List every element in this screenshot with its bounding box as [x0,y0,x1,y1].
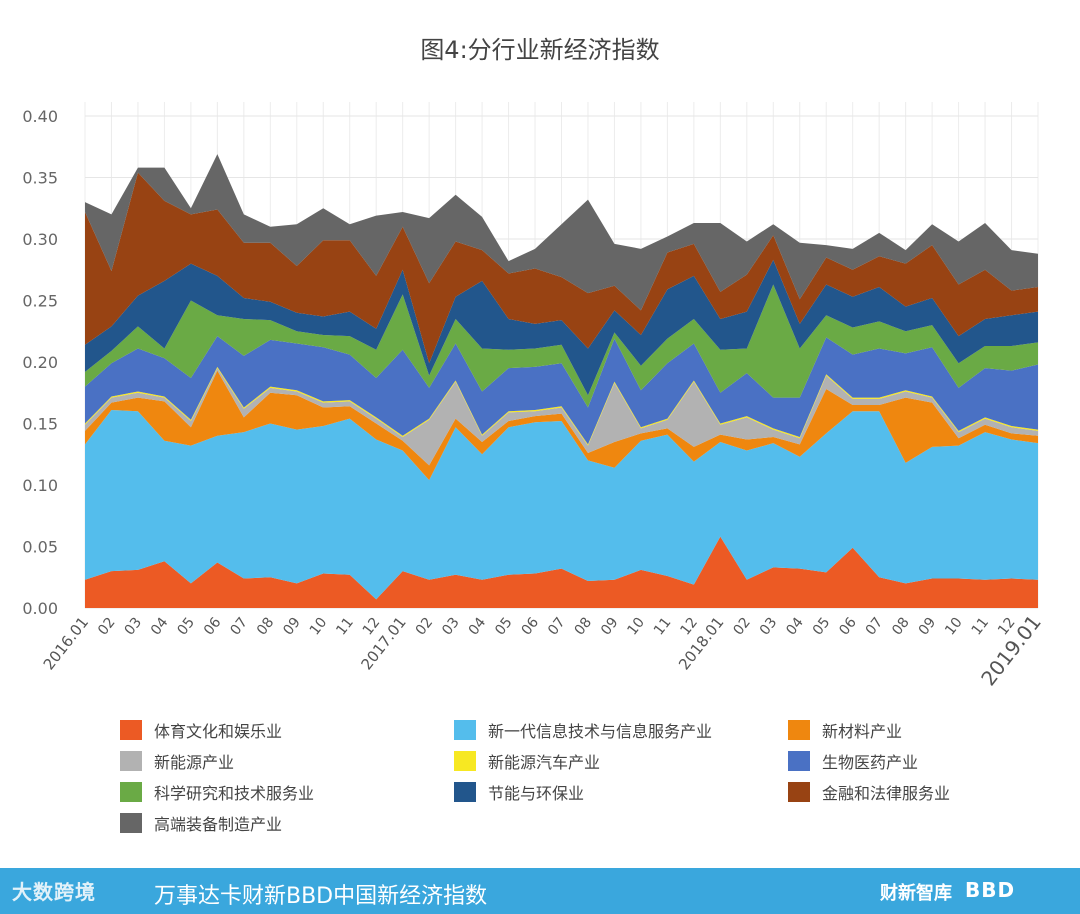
y-tick-label: 0.35 [22,169,58,188]
x-tick-label: 06 [836,615,860,639]
x-tick-label: 04 [783,615,807,639]
x-tick-label: 10 [942,615,966,639]
x-tick-label: 05 [810,615,834,639]
legend-item: 金融和法律服务业 [788,780,950,804]
y-tick-label: 0.00 [22,599,58,618]
x-tick-label: 09 [280,615,304,639]
legend-label: 体育文化和娱乐业 [154,722,283,741]
legend-swatch [454,751,476,771]
footer-title: 万事达卡财新BBD中国新经济指数 [154,884,488,909]
x-tick-label: 11 [969,615,993,639]
legend-item: 新一代信息技术与信息服务产业 [454,718,712,742]
area-series [85,368,1038,466]
legend-item: 高端装备制造产业 [120,811,282,835]
y-tick-label: 0.05 [22,538,58,557]
x-tick-label: 07 [863,615,887,639]
x-tick-label: 09 [598,615,622,639]
legend-label: 新材料产业 [822,722,903,741]
chart-canvas: 0.00 0.05 0.10 0.15 0.20 0.25 0.30 0.35 0.40 2016… [22,102,1046,690]
x-tick-label: 06 [201,615,225,639]
x-tick-label: 10 [624,615,648,639]
legend-label: 新能源产业 [154,753,235,772]
x-tick-label: 05 [174,615,198,639]
stacked-areas [85,154,1038,608]
legend-item: 节能与环保业 [454,780,584,804]
x-tick-label: 03 [439,615,463,639]
legend-item: 新能源产业 [120,749,234,773]
legend-swatch [120,782,142,802]
legend-swatch [120,720,142,740]
legend-swatch [120,751,142,771]
footer-banner: 大数跨境 万事达卡财新BBD中国新经济指数 财新智库 BBD [0,868,1080,914]
legend-item: 新材料产业 [788,718,902,742]
legend-swatch [788,751,810,771]
legend-label: 新能源汽车产业 [488,753,601,772]
x-tick-label: 08 [889,615,913,639]
legend-swatch [788,782,810,802]
x-tick-label: 04 [148,615,172,639]
area-series [85,366,1038,446]
x-tick-label: 11 [651,615,675,639]
chart-title: 图4:分行业新经济指数 [420,36,660,64]
legend-swatch [454,782,476,802]
area-series [85,259,1038,396]
legend-label: 金融和法律服务业 [822,784,951,803]
area-series [85,154,1038,311]
x-tick-label: 08 [572,615,596,639]
x-tick-label: 07 [545,615,569,639]
x-tick-label: 10 [307,615,331,639]
y-tick-label: 0.25 [22,292,58,311]
y-tick-label: 0.20 [22,353,58,372]
legend-label: 科学研究和技术服务业 [154,784,315,803]
legend-swatch [788,720,810,740]
area-series [85,370,1038,481]
legend-item: 科学研究和技术服务业 [120,780,314,804]
x-tick-label: 02 [730,615,754,639]
watermark: 大数跨境 [12,880,96,904]
bbd-logo: BBD [965,878,1016,902]
legend-item: 新能源汽车产业 [454,749,600,773]
legend-item: 生物医药产业 [788,749,918,773]
y-tick-label: 0.10 [22,476,58,495]
x-tick-label: 02 [413,615,437,639]
legend-swatch [454,720,476,740]
caixin-logo: 财新智库 [880,883,952,904]
legend-label: 新一代信息技术与信息服务产业 [488,722,713,741]
legend-item: 体育文化和娱乐业 [120,718,282,742]
x-tick-label: 03 [122,615,146,639]
legend-label: 节能与环保业 [488,784,585,803]
x-tick-label: 02 [95,615,119,639]
x-tick-label: 05 [492,615,516,639]
area-series [85,172,1038,364]
y-tick-label: 0.30 [22,230,58,249]
x-tick-label: 08 [254,615,278,639]
legend-swatch [120,813,142,833]
legend-label: 高端装备制造产业 [154,815,283,834]
y-tick-label: 0.40 [22,107,58,126]
x-tick-label: 04 [466,615,490,639]
area-series [85,409,1038,600]
x-tick-label: 2016.01 [40,613,92,673]
x-tick-label: 06 [519,615,543,639]
area-series [85,536,1038,608]
x-tick-label: 03 [757,615,781,639]
legend-label: 生物医药产业 [822,753,919,772]
area-series [85,336,1038,445]
area-series [85,284,1038,408]
x-tick-label: 07 [227,615,251,639]
x-tick-label: 09 [916,615,940,639]
x-tick-label: 11 [333,615,357,639]
y-tick-label: 0.15 [22,415,58,434]
